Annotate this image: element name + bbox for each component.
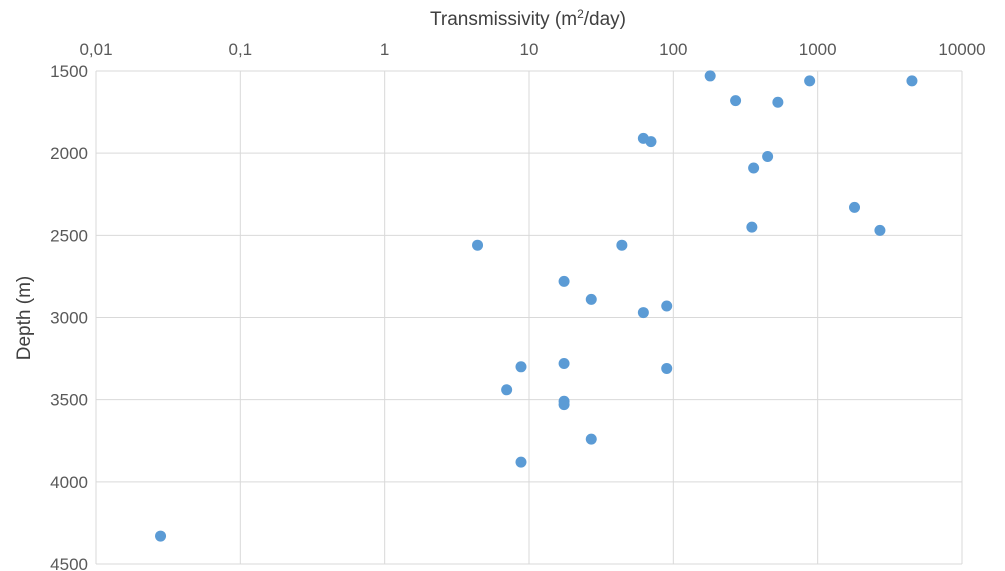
- data-point: [661, 362, 673, 374]
- data-point: [558, 275, 570, 287]
- y-tick-label: 3000: [50, 309, 88, 328]
- x-axis-title: Transmissivity (m2/day): [430, 7, 626, 30]
- gridlines: [95, 70, 963, 565]
- x-tick-label: 100: [659, 40, 687, 59]
- data-point: [762, 150, 774, 162]
- data-point: [558, 399, 570, 411]
- x-tick-label: 1: [380, 40, 389, 59]
- y-axis-ticks: 1500 2000 2500 3000 3500 4000 4500: [50, 62, 88, 571]
- data-point: [558, 358, 570, 370]
- data-point: [772, 96, 784, 108]
- data-point: [585, 433, 597, 445]
- data-point: [730, 95, 742, 107]
- x-tick-label: 10000: [938, 40, 985, 59]
- data-point: [616, 239, 628, 251]
- y-axis-title: Depth (m): [14, 276, 35, 360]
- x-axis-ticks: 0,01 0,1 1 10 100 1000 10000: [79, 40, 985, 59]
- data-point: [645, 136, 657, 148]
- data-point: [746, 221, 758, 233]
- data-point: [874, 224, 886, 236]
- x-tick-label: 0,01: [79, 40, 112, 59]
- x-tick-label: 0,1: [229, 40, 253, 59]
- y-tick-label: 4500: [50, 555, 88, 571]
- data-point: [906, 75, 918, 87]
- data-point: [849, 201, 861, 213]
- y-tick-label: 1500: [50, 62, 88, 81]
- data-point: [804, 75, 816, 87]
- data-point: [704, 70, 716, 82]
- data-point: [515, 361, 527, 373]
- y-tick-label: 2500: [50, 226, 88, 245]
- y-tick-label: 2000: [50, 144, 88, 163]
- x-tick-label: 10: [520, 40, 539, 59]
- data-point: [501, 384, 513, 396]
- y-tick-label: 3500: [50, 391, 88, 410]
- y-tick-label: 4000: [50, 473, 88, 492]
- x-tick-label: 1000: [799, 40, 837, 59]
- data-point: [515, 456, 527, 468]
- data-point: [155, 530, 167, 542]
- data-point: [637, 307, 649, 319]
- data-point: [748, 162, 760, 174]
- data-point: [472, 239, 484, 251]
- data-point: [585, 293, 597, 305]
- data-point: [661, 300, 673, 312]
- data-points: [155, 70, 918, 542]
